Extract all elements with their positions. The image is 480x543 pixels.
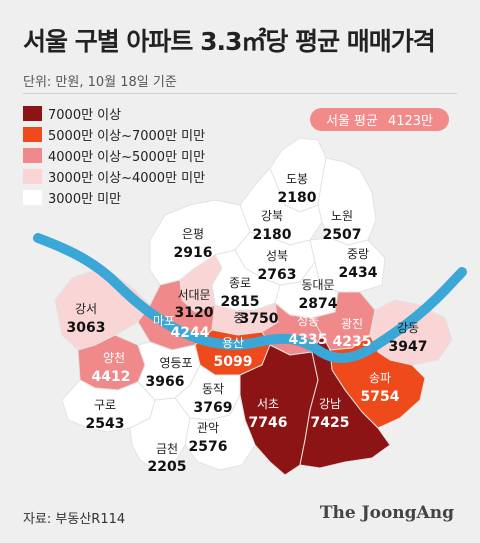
page-title: 서울 구별 아파트 3.3㎡당 평균 매매가격: [23, 27, 436, 56]
district-name-dobong: 도봉: [286, 172, 308, 186]
unit-note: 단위: 만원, 10월 18일 기준: [23, 75, 177, 90]
district-area-gangseo: [54, 269, 151, 351]
district-value-songpa: 5754: [361, 389, 400, 405]
district-value-jungnang: 2434: [339, 265, 378, 281]
district-value-yongsan: 5099: [214, 354, 253, 370]
legend-swatch: [23, 190, 42, 205]
district-value-yangcheon: 4412: [92, 369, 131, 385]
legend-label: 3000만 미만: [48, 192, 122, 207]
district-value-dongdaemun: 2874: [299, 296, 338, 312]
seoul-average-label: 서울 평균: [325, 114, 378, 129]
legend-label: 3000만 이상~4000만 미만: [48, 171, 206, 186]
legend: 7000만 이상 5000만 이상~7000만 미만 4000만 이상~5000…: [23, 103, 205, 208]
district-value-dongjak: 3769: [194, 400, 233, 416]
seoul-average-badge: 서울 평균 4123만: [310, 108, 449, 131]
district-value-seongbuk: 2763: [258, 267, 297, 283]
han-river: [33, 233, 467, 363]
district-area-gwanak: [184, 394, 256, 471]
district-name-seocho: 서초: [257, 397, 279, 411]
divider: [23, 93, 457, 94]
district-value-dobong: 2180: [278, 190, 317, 206]
district-value-jongno: 2815: [221, 294, 260, 310]
district-name-mapo: 마포: [153, 314, 175, 328]
district-name-yongsan: 용산: [222, 336, 244, 350]
district-name-dongjak: 동작: [202, 382, 224, 396]
legend-label: 7000만 이상: [48, 108, 122, 123]
legend-item: 4000만 이상~5000만 미만: [23, 145, 205, 166]
district-name-jongno: 종로: [229, 276, 251, 290]
district-value-gangseo: 3063: [67, 320, 106, 336]
legend-swatch: [23, 106, 42, 121]
legend-swatch: [23, 148, 42, 163]
district-name-nowon: 노원: [331, 209, 353, 223]
district-value-jung: 3750: [240, 311, 279, 327]
district-name-gangnam: 강남: [319, 397, 341, 411]
legend-swatch: [23, 169, 42, 184]
district-name-eunpyeong: 은평: [182, 227, 204, 241]
district-area-nowon: [317, 157, 377, 246]
district-value-guro: 2543: [86, 416, 125, 432]
district-value-gangdong: 3947: [389, 339, 428, 355]
district-name-gwanak: 관악: [197, 421, 219, 435]
source-note: 자료: 부동산R114: [23, 512, 126, 527]
district-name-seongbuk: 성북: [266, 249, 288, 263]
legend-item: 3000만 이상~4000만 미만: [23, 166, 205, 187]
district-value-seongdong: 4335: [289, 332, 328, 348]
district-value-yeongdeungpo: 3966: [146, 374, 185, 390]
district-name-geumcheon: 금천: [156, 441, 178, 456]
legend-label: 5000만 이상~7000만 미만: [48, 129, 206, 144]
district-name-yeongdeungpo: 영등포: [159, 356, 192, 370]
district-name-jungnang: 중랑: [347, 247, 369, 261]
district-name-gangseo: 강서: [75, 302, 97, 316]
district-name-guro: 구로: [94, 398, 116, 412]
district-name-dongdaemun: 동대문: [301, 278, 334, 292]
district-name-jung: 중: [233, 311, 244, 325]
district-name-gangdong: 강동: [397, 321, 419, 335]
district-value-nowon: 2507: [323, 227, 362, 243]
district-value-gwanak: 2576: [189, 439, 228, 455]
district-name-yangcheon: 양천: [103, 350, 125, 365]
brand-logo: The JoongAng: [319, 503, 454, 523]
district-name-seodaemun: 서대문: [177, 288, 210, 302]
district-value-gwangjin: 4235: [333, 334, 372, 350]
district-value-seocho: 7746: [249, 415, 288, 431]
district-value-gangbuk: 2180: [253, 227, 292, 243]
district-value-geumcheon: 2205: [148, 459, 187, 475]
seoul-average-value: 4123만: [387, 114, 434, 129]
legend-item: 7000만 이상: [23, 103, 205, 124]
district-value-mapo: 4244: [171, 325, 210, 341]
legend-swatch: [23, 127, 42, 142]
district-name-gangbuk: 강북: [261, 209, 283, 223]
district-value-gangnam: 7425: [311, 415, 350, 431]
legend-item: 5000만 이상~7000만 미만: [23, 124, 205, 145]
district-name-seongdong: 성동: [297, 314, 319, 328]
legend-label: 4000만 이상~5000만 미만: [48, 150, 206, 165]
district-value-eunpyeong: 2916: [174, 245, 213, 261]
legend-item: 3000만 미만: [23, 187, 205, 208]
district-area-geumcheon: [129, 397, 191, 471]
district-name-gwangjin: 광진: [341, 317, 363, 331]
district-value-seodaemun: 3120: [175, 305, 214, 321]
district-name-songpa: 송파: [369, 371, 391, 385]
